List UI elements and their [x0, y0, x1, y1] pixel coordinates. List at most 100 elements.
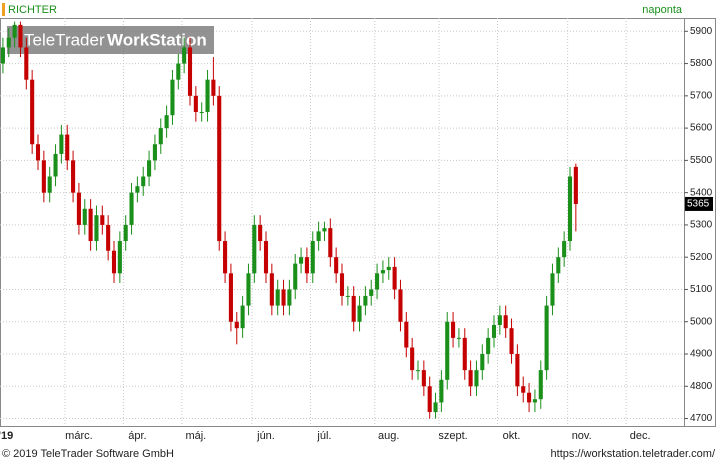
candle-body	[205, 79, 210, 112]
candle-body	[193, 95, 198, 112]
x-tick-label: ápr.	[128, 430, 146, 442]
candle-body	[310, 241, 315, 274]
candle-body	[41, 160, 46, 193]
candle-body	[474, 370, 479, 387]
x-tick-label: okt.	[503, 430, 521, 442]
interval: naponta	[642, 4, 683, 16]
last-price-label: 5365	[687, 199, 710, 210]
y-tick-label: 5500	[690, 155, 713, 166]
candle-body	[287, 289, 292, 306]
x-tick-label: szept.	[438, 430, 467, 442]
candle-body	[509, 328, 514, 355]
x-tick-label: '19	[0, 430, 13, 442]
candle-body	[258, 224, 263, 242]
candle-body	[386, 266, 391, 271]
candle-body	[538, 370, 543, 400]
candle-body	[0, 47, 5, 64]
candle-body	[187, 47, 193, 96]
candle-body	[439, 379, 444, 403]
candle-body	[111, 250, 117, 274]
candle-body	[433, 402, 438, 413]
y-tick-label: 5100	[690, 284, 713, 295]
candle-body	[322, 228, 327, 232]
candle-body	[47, 176, 52, 193]
symbol-marker	[2, 3, 5, 16]
candle-body	[304, 257, 309, 274]
candle-body	[562, 241, 567, 258]
candle-body	[357, 305, 362, 322]
y-tick-label: 4700	[690, 413, 713, 424]
candle-body	[328, 228, 333, 258]
candle-body	[316, 231, 321, 242]
candle-body	[246, 273, 251, 306]
candle-body	[223, 241, 228, 274]
candle-body	[567, 176, 573, 242]
y-tick-label: 5200	[690, 252, 713, 263]
candle-body	[106, 224, 111, 251]
watermark-product: WorkStation	[107, 30, 207, 49]
candle-body	[141, 176, 146, 187]
candle-body	[363, 295, 368, 306]
candle-body	[375, 273, 380, 290]
candle-body	[410, 347, 415, 371]
candle-body	[415, 370, 421, 372]
candles	[0, 21, 578, 419]
y-tick-label: 5700	[690, 90, 713, 101]
candle-body	[182, 47, 187, 64]
candle-body	[486, 337, 491, 355]
header-bar	[0, 0, 717, 18]
last-price-box	[685, 196, 713, 211]
candle-body	[334, 257, 339, 274]
candle-body	[18, 24, 23, 48]
candle-body	[427, 386, 432, 413]
watermark-box	[7, 26, 214, 54]
candle-body	[398, 289, 403, 322]
candle-body	[515, 354, 520, 387]
x-tick-label: aug.	[378, 430, 399, 442]
url: https://workstation.teletrader.com/	[551, 448, 716, 460]
candle-body	[152, 144, 157, 161]
watermark: TeleTrader WorkStation	[7, 26, 214, 54]
candle-body	[527, 392, 532, 403]
candle-body	[263, 241, 269, 274]
candle-body	[293, 263, 298, 290]
candle-body	[369, 289, 374, 296]
candle-body	[421, 370, 426, 387]
candle-body	[556, 257, 561, 274]
x-tick-label: dec.	[630, 430, 651, 442]
y-tick-label: 4900	[690, 349, 713, 360]
candle-body	[550, 273, 555, 306]
candle-body	[211, 79, 216, 96]
y-tick-label: 5600	[690, 123, 713, 134]
candle-body	[164, 115, 169, 129]
candle-body	[380, 270, 385, 274]
y-tick-label: 4800	[690, 381, 713, 392]
candle-body	[491, 324, 497, 338]
candle-body	[275, 289, 280, 306]
candle-body	[480, 354, 485, 371]
candle-body	[100, 215, 105, 225]
candle-body	[129, 192, 134, 225]
candle-body	[117, 241, 122, 274]
candle-body	[234, 321, 239, 329]
candle-body	[404, 321, 409, 348]
candle-body	[123, 224, 128, 242]
candle-body	[392, 266, 397, 290]
candle-body	[252, 224, 257, 274]
candle-body	[462, 337, 467, 371]
candle-body	[88, 208, 93, 242]
candle-body	[147, 160, 152, 177]
y-tick-label: 5000	[690, 316, 713, 327]
candle-body	[228, 273, 233, 322]
candle-body	[573, 166, 578, 204]
candle-body	[351, 295, 356, 322]
candle-body	[199, 111, 204, 113]
candle-body	[451, 321, 456, 338]
candle-body	[176, 63, 181, 80]
y-tick-label: 5400	[690, 187, 713, 198]
candle-body	[468, 370, 473, 387]
candle-body	[6, 37, 11, 48]
candle-body	[269, 273, 274, 306]
candle-body	[76, 192, 81, 225]
